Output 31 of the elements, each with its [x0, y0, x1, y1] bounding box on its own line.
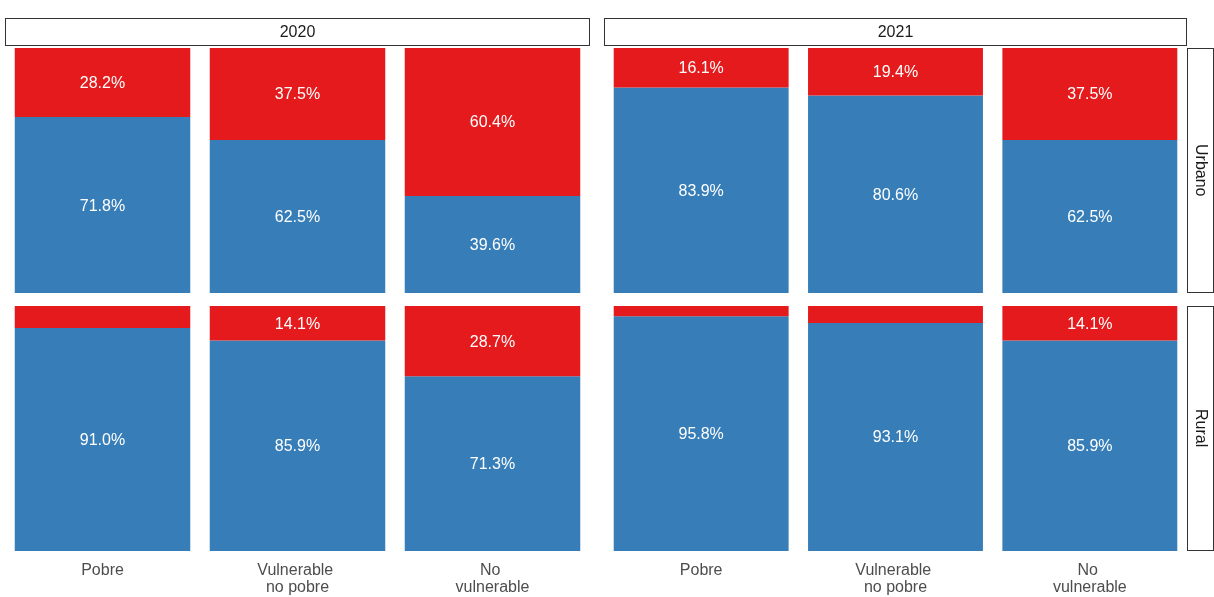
- data-label: 14.1%: [274, 314, 321, 332]
- data-label: 91.0%: [79, 431, 126, 449]
- data-label: 60.4%: [469, 113, 516, 131]
- y2-axis-title: Urbano: [1187, 48, 1214, 293]
- data-label: 83.9%: [678, 181, 724, 199]
- x-tick-label: Vulnerable no pobre: [855, 561, 936, 595]
- x-tick-label: Pobre: [679, 561, 723, 578]
- data-label: 71.8%: [79, 196, 126, 214]
- data-label: 62.5%: [274, 207, 321, 225]
- data-label: 93.1%: [872, 428, 919, 446]
- y2-axis-title: Rural: [1187, 306, 1214, 551]
- data-label: 19.4%: [872, 63, 919, 81]
- x-tick-label: No vulnerable: [455, 561, 530, 595]
- data-label: 28.2%: [79, 74, 126, 92]
- data-label: 37.5%: [1067, 85, 1113, 103]
- data-label: 37.5%: [274, 85, 321, 103]
- x-tick-label: No vulnerable: [1052, 561, 1127, 595]
- x-tick-label: Pobre: [81, 561, 124, 578]
- data-label: 85.9%: [274, 437, 321, 455]
- chart-title: 2020: [5, 18, 590, 46]
- data-label: 39.6%: [469, 235, 516, 253]
- data-label: 62.5%: [1067, 207, 1113, 225]
- data-label: 14.1%: [1067, 314, 1113, 332]
- data-label: 95.8%: [678, 425, 724, 443]
- chart-title: 2021: [604, 18, 1187, 46]
- x-tick-label: Vulnerable no pobre: [257, 561, 338, 595]
- data-label: 80.6%: [872, 185, 919, 203]
- data-label: 16.1%: [678, 59, 724, 77]
- data-label: 28.7%: [469, 332, 516, 350]
- data-label: 85.9%: [1067, 437, 1113, 455]
- data-label: 71.3%: [469, 455, 516, 473]
